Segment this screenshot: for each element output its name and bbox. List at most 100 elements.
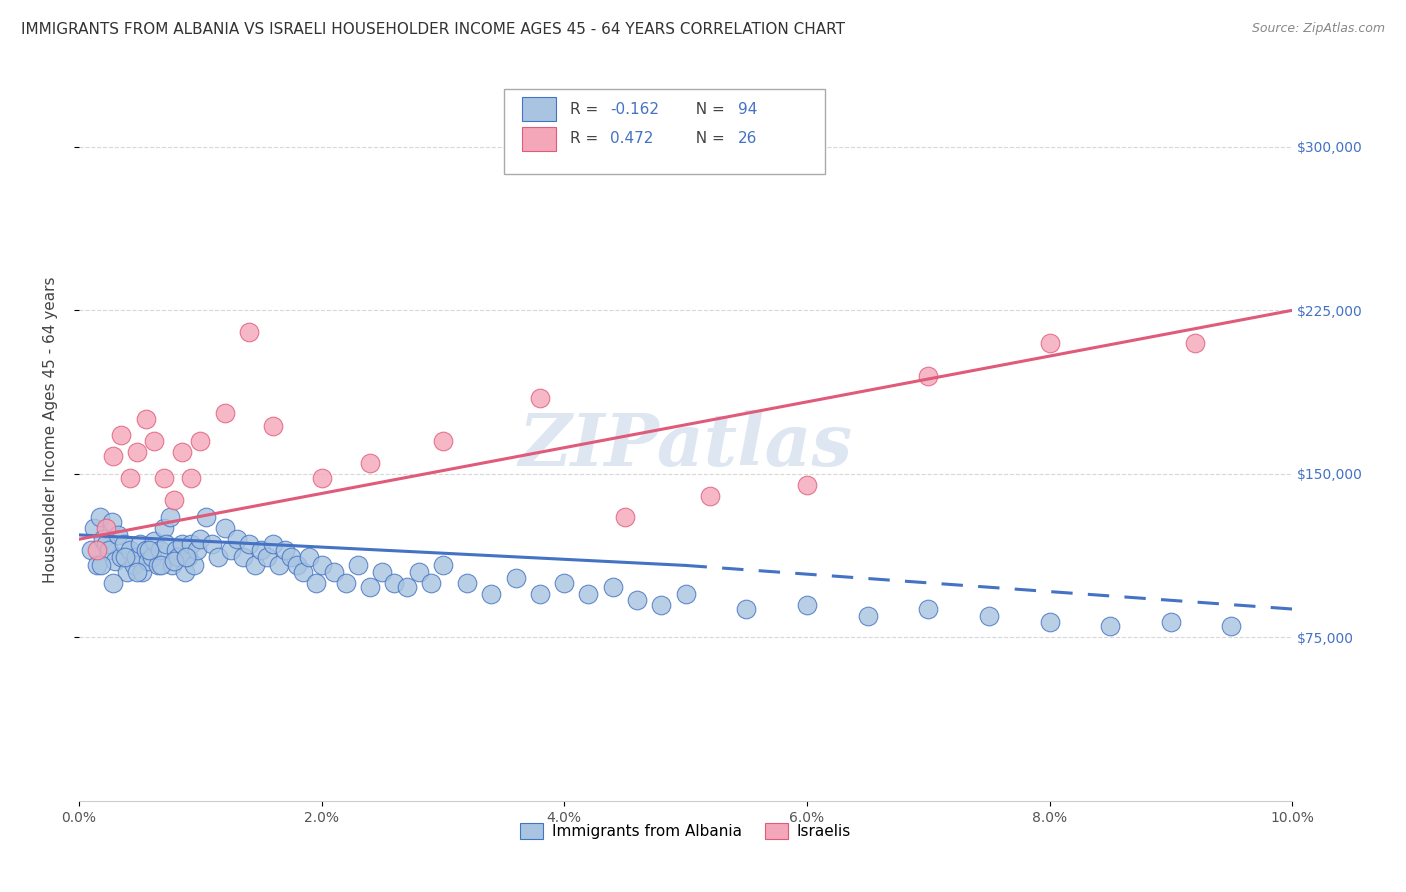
Point: [80, 543, 103, 558]
Point: [112, 536, 135, 550]
Point: [162, 493, 184, 508]
Point: [141, 549, 163, 564]
Point: [101, 450, 124, 464]
Point: [180, 471, 202, 485]
Point: [1099, 619, 1122, 633]
Point: [456, 575, 478, 590]
Text: ZIPatlas: ZIPatlas: [519, 409, 852, 481]
Point: [186, 543, 208, 558]
Point: [118, 471, 141, 485]
Point: [1220, 619, 1243, 633]
Point: [101, 575, 124, 590]
Point: [529, 587, 551, 601]
Point: [529, 391, 551, 405]
Point: [125, 549, 148, 564]
Point: [238, 536, 260, 550]
Point: [298, 549, 321, 564]
Point: [250, 543, 273, 558]
Text: -0.162: -0.162: [610, 102, 659, 117]
Point: [188, 533, 211, 547]
Point: [553, 575, 575, 590]
Point: [201, 536, 224, 550]
Text: 0.472: 0.472: [610, 131, 654, 146]
Point: [114, 549, 136, 564]
Point: [90, 558, 112, 573]
Point: [143, 534, 166, 549]
Point: [155, 536, 177, 550]
Point: [214, 406, 236, 420]
Point: [238, 325, 260, 339]
Point: [977, 608, 1000, 623]
Point: [83, 521, 105, 535]
Point: [382, 575, 405, 590]
FancyBboxPatch shape: [503, 89, 825, 175]
Point: [195, 510, 218, 524]
Point: [94, 521, 117, 535]
Point: [131, 565, 153, 579]
Point: [162, 558, 184, 573]
Point: [408, 565, 430, 579]
Point: [262, 536, 284, 550]
Point: [153, 521, 176, 535]
Text: Source: ZipAtlas.com: Source: ZipAtlas.com: [1251, 22, 1385, 36]
Point: [262, 418, 284, 433]
Text: N =: N =: [686, 102, 730, 117]
Point: [170, 536, 193, 550]
Point: [292, 565, 315, 579]
Point: [419, 575, 441, 590]
Point: [128, 536, 150, 550]
Point: [135, 543, 157, 558]
Point: [856, 608, 879, 623]
Point: [107, 528, 129, 542]
Point: [219, 543, 242, 558]
Point: [138, 543, 160, 558]
Text: 94: 94: [738, 102, 756, 117]
Point: [207, 549, 229, 564]
Point: [167, 549, 190, 564]
Point: [170, 445, 193, 459]
Point: [304, 575, 326, 590]
FancyBboxPatch shape: [522, 97, 555, 121]
Point: [86, 543, 108, 558]
Point: [110, 427, 132, 442]
Point: [232, 549, 254, 564]
Point: [159, 510, 181, 524]
Text: N =: N =: [686, 131, 730, 146]
Point: [280, 549, 302, 564]
Legend: Immigrants from Albania, Israelis: Immigrants from Albania, Israelis: [513, 817, 858, 845]
Point: [153, 471, 176, 485]
Point: [225, 533, 247, 547]
Point: [256, 549, 278, 564]
Point: [1038, 336, 1060, 351]
Point: [917, 368, 939, 383]
Text: R =: R =: [571, 102, 603, 117]
Point: [371, 565, 394, 579]
Point: [183, 558, 205, 573]
Point: [180, 536, 202, 550]
Point: [578, 587, 600, 601]
Point: [127, 445, 149, 459]
Point: [269, 558, 291, 573]
Text: R =: R =: [571, 131, 603, 146]
Point: [1038, 615, 1060, 629]
Point: [1184, 336, 1206, 351]
Text: 26: 26: [738, 131, 756, 146]
Point: [322, 565, 344, 579]
Point: [613, 510, 636, 524]
Point: [214, 521, 236, 535]
Point: [91, 533, 114, 547]
Point: [165, 543, 187, 558]
Point: [127, 565, 149, 579]
Point: [174, 549, 197, 564]
Point: [104, 554, 127, 568]
Point: [347, 558, 370, 573]
Point: [796, 477, 818, 491]
Point: [311, 558, 333, 573]
Point: [796, 598, 818, 612]
Point: [285, 558, 308, 573]
Y-axis label: Householder Income Ages 45 - 64 years: Householder Income Ages 45 - 64 years: [44, 277, 58, 583]
Point: [505, 572, 527, 586]
Point: [335, 575, 357, 590]
Point: [110, 549, 132, 564]
Point: [117, 565, 139, 579]
